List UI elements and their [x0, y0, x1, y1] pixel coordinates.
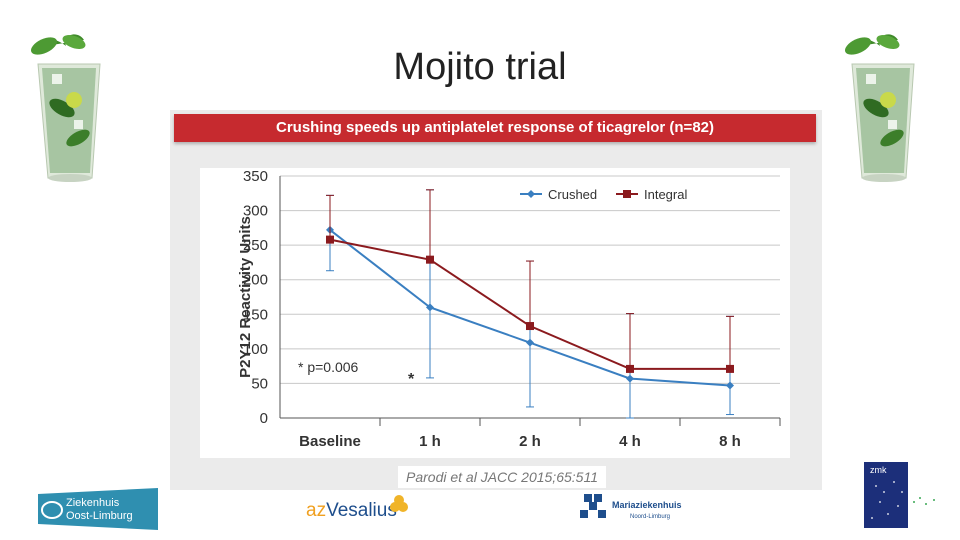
integral-legend-marker: [623, 190, 631, 198]
mariaziekenhuis-logo-name: Mariaziekenhuis: [612, 500, 682, 510]
zol-logo-line1: Ziekenhuis: [66, 497, 120, 509]
y-tick-label: 50: [251, 375, 268, 392]
p-value-annotation: * p=0.006: [298, 359, 359, 375]
x-tick-label: 1 h: [419, 433, 441, 450]
zol-logo-line2: Oost-Limburg: [66, 510, 133, 522]
significance-marker: *: [408, 371, 415, 388]
slide-title: Mojito trial: [393, 46, 567, 88]
y-tick-label: 350: [243, 168, 268, 185]
y-tick-label: 100: [243, 341, 268, 358]
crushed-data-point: [526, 338, 534, 347]
y-axis-label: P2Y12 Reactivity Units: [237, 216, 254, 378]
y-tick-label: 0: [260, 410, 268, 427]
zmk-logo-text: zmk: [870, 465, 887, 475]
mariaziekenhuis-logo-sub: Noord-Limburg: [630, 514, 670, 520]
chart-title-banner: Crushing speeds up antiplatelet response…: [174, 114, 816, 142]
y-tick-label: 250: [243, 237, 268, 254]
plot-area-background: [200, 168, 790, 458]
y-tick-label: 300: [243, 203, 268, 220]
crushed-legend-marker: [527, 190, 535, 198]
x-tick-label: Baseline: [299, 433, 361, 450]
svg-text:azVesalius: azVesalius: [306, 500, 397, 521]
crushed-data-point: [426, 303, 434, 312]
vesalius-logo-name: Vesalius: [326, 500, 397, 521]
x-tick-label: 2 h: [519, 433, 541, 450]
vesalius-logo-prefix: az: [306, 500, 326, 521]
y-tick-label: 200: [243, 272, 268, 289]
line-chart: 0 50 100 150 200 250 300 350 Baseline 1 h 2 h 4 h 8 …: [237, 168, 781, 450]
x-tick-label: 8 h: [719, 433, 741, 450]
az-vesalius-logo: azVesalius: [306, 495, 408, 521]
integral-data-point: [526, 322, 534, 331]
crushed-data-point: [626, 374, 634, 383]
mojito-glass-image-left: [30, 34, 101, 182]
mojito-glass-image-right: [844, 34, 915, 182]
mariaziekenhuis-logo: Mariaziekenhuis Noord-Limburg: [580, 494, 682, 520]
crushed-legend-label: Crushed: [548, 187, 597, 202]
x-tick-label: 4 h: [619, 433, 641, 450]
integral-legend-label: Integral: [644, 187, 687, 202]
y-tick-label: 150: [243, 306, 268, 323]
citation: Parodi et al JACC 2015;65:511: [398, 466, 606, 488]
integral-data-point: [426, 255, 434, 264]
integral-data-point: [626, 364, 634, 373]
zmk-logo: zmk: [864, 462, 935, 528]
figure-panel: Crushing speeds up antiplatelet response…: [170, 110, 822, 490]
crushed-data-point: [726, 381, 734, 390]
integral-data-point: [726, 364, 734, 373]
ziekenhuis-oost-limburg-logo: Ziekenhuis Oost-Limburg: [38, 488, 158, 530]
integral-data-point: [326, 235, 334, 244]
